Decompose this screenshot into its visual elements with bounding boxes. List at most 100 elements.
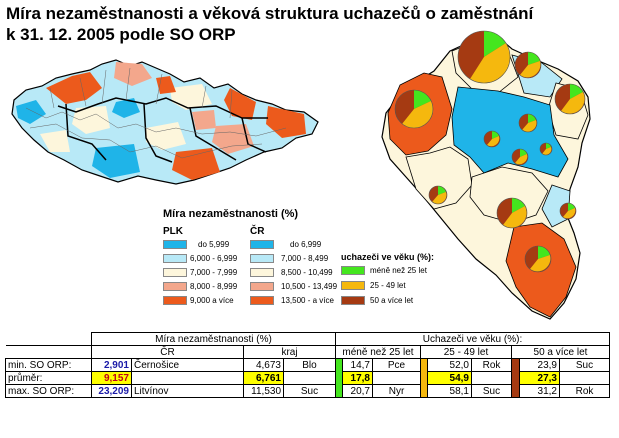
pie-chart (518, 113, 538, 133)
mid-name (471, 371, 512, 385)
map-title: Míra nezaměstnanosti a věková struktura … (6, 3, 533, 45)
czech-republic-map (11, 59, 319, 185)
young-value: 14,7 (342, 358, 373, 372)
legend-swatch (163, 254, 187, 263)
legend-swatch (250, 282, 274, 291)
cr-district-central (72, 106, 110, 134)
cr-districts (16, 62, 306, 180)
kraj-value: 11,530 (243, 384, 284, 398)
pie-chart (428, 185, 448, 205)
legend-label: 9,000 a více (190, 296, 234, 305)
legend-swatch (163, 240, 187, 249)
cr-district-east (170, 84, 212, 110)
legend-label: méně než 25 let (370, 266, 427, 275)
mid-value: 52,0 (427, 358, 472, 372)
row-label: průměr: (5, 371, 92, 385)
pie-chart (511, 148, 529, 166)
cr-district-e2 (192, 110, 216, 130)
cr-district-n2 (156, 76, 176, 94)
old-name: Rok (559, 384, 610, 398)
legend-label: 7,000 - 8,499 (281, 254, 329, 263)
legend-label: 6,000 - 6,999 (190, 254, 238, 263)
table-header-row: Míra nezaměstnanosti (%) Uchazeči ve věk… (5, 332, 610, 346)
legend-swatch (250, 240, 274, 249)
young-name: Nyr (372, 384, 421, 398)
young-color-strip (335, 358, 343, 398)
pie-markers (394, 30, 586, 273)
old-color-strip (511, 358, 520, 398)
table-row: průměr: 9,157 6,761 17,8 54,9 27,3 (5, 371, 610, 385)
cr-district-morava-s (172, 148, 220, 180)
young-value: 17,8 (342, 371, 373, 385)
cr-district-south (92, 144, 140, 178)
cr-value: 23,209 (91, 384, 132, 398)
cr-district-sw (40, 130, 70, 152)
cr-district-prague (112, 98, 140, 118)
cr-region-boundary (241, 117, 267, 153)
row-label: max. SO ORP: (5, 384, 92, 398)
cr-name (131, 371, 244, 385)
legend-label: 8,000 - 8,999 (190, 282, 238, 291)
legend-label: 10,500 - 13,499 (281, 282, 338, 291)
legend-swatch (341, 281, 365, 290)
cr-district-line (49, 67, 233, 119)
mid-value: 54,9 (427, 371, 472, 385)
pie-chart (559, 202, 577, 220)
cr-region-boundary (189, 107, 237, 161)
cr-district-line (25, 107, 287, 137)
subheader-old: 50 a více let (511, 345, 610, 359)
cr-name: Litvínov (131, 384, 244, 398)
legend-label: 13,500 - a více (281, 296, 334, 305)
kraj-name: Suc (283, 384, 336, 398)
table-corner (5, 332, 92, 346)
header-rate: Míra nezaměstnanosti (%) (91, 332, 336, 346)
legend-swatch (163, 296, 187, 305)
young-name (372, 371, 421, 385)
plk-district-s (469, 166, 549, 224)
cr-value: 2,901 (91, 358, 132, 372)
kraj-value: 4,673 (243, 358, 284, 372)
mid-color-strip (420, 358, 428, 398)
cr-name: Černošice (131, 358, 244, 372)
cr-district-lines (25, 67, 287, 159)
cr-district-w (16, 100, 46, 124)
cr-region-boundary (65, 103, 107, 161)
old-value: 23,9 (519, 358, 560, 372)
table-row: min. SO ORP: 2,901 Černošice 4,673 Blo 1… (5, 358, 610, 398)
pie-chart (457, 30, 511, 84)
legend-swatch (163, 268, 187, 277)
plzen-region-map (381, 30, 591, 320)
cr-region-boundary (57, 97, 268, 119)
title-line-2: k 31. 12. 2005 podle SO ORP (6, 25, 236, 44)
legend-title: Míra nezaměstnanosti (%) (163, 208, 299, 220)
table-subheader-row: ČR kraj méně než 25 let 25 - 49 let 50 a… (5, 345, 610, 359)
pie-chart (496, 197, 528, 229)
subheader-kraj: kraj (243, 345, 336, 359)
legend-cr-label: ČR (250, 226, 265, 237)
legend-label: do 5,999 (198, 240, 230, 249)
legend-label: do 6,999 (290, 240, 322, 249)
cr-district-morava-n (224, 88, 256, 120)
pie-chart (394, 89, 434, 129)
cr-district-vysocina (146, 122, 186, 150)
pie-chart (554, 83, 586, 115)
young-value: 20,7 (342, 384, 373, 398)
subheader-mid: 25 - 49 let (420, 345, 512, 359)
legend-swatch (163, 282, 187, 291)
cr-district-morava-c (212, 124, 254, 154)
mid-value: 58,1 (427, 384, 472, 398)
legend-swatch (250, 296, 274, 305)
legend-swatch (341, 296, 365, 305)
cr-district-nw (46, 72, 102, 104)
old-name (559, 371, 610, 385)
legend-plk-label: PLK (163, 226, 183, 237)
cr-value: 9,157 (91, 371, 132, 385)
table-row: max. SO ORP: 23,209 Litvínov 11,530 Suc … (5, 384, 610, 398)
subheader-young: méně než 25 let (335, 345, 421, 359)
statistics-table: Míra nezaměstnanosti (%) Uchazeči ve věk… (5, 332, 610, 398)
mid-name: Suc (471, 384, 512, 398)
young-name: Pce (372, 358, 421, 372)
table-corner (5, 345, 92, 359)
old-value: 27,3 (519, 371, 560, 385)
legend-swatch (250, 254, 274, 263)
